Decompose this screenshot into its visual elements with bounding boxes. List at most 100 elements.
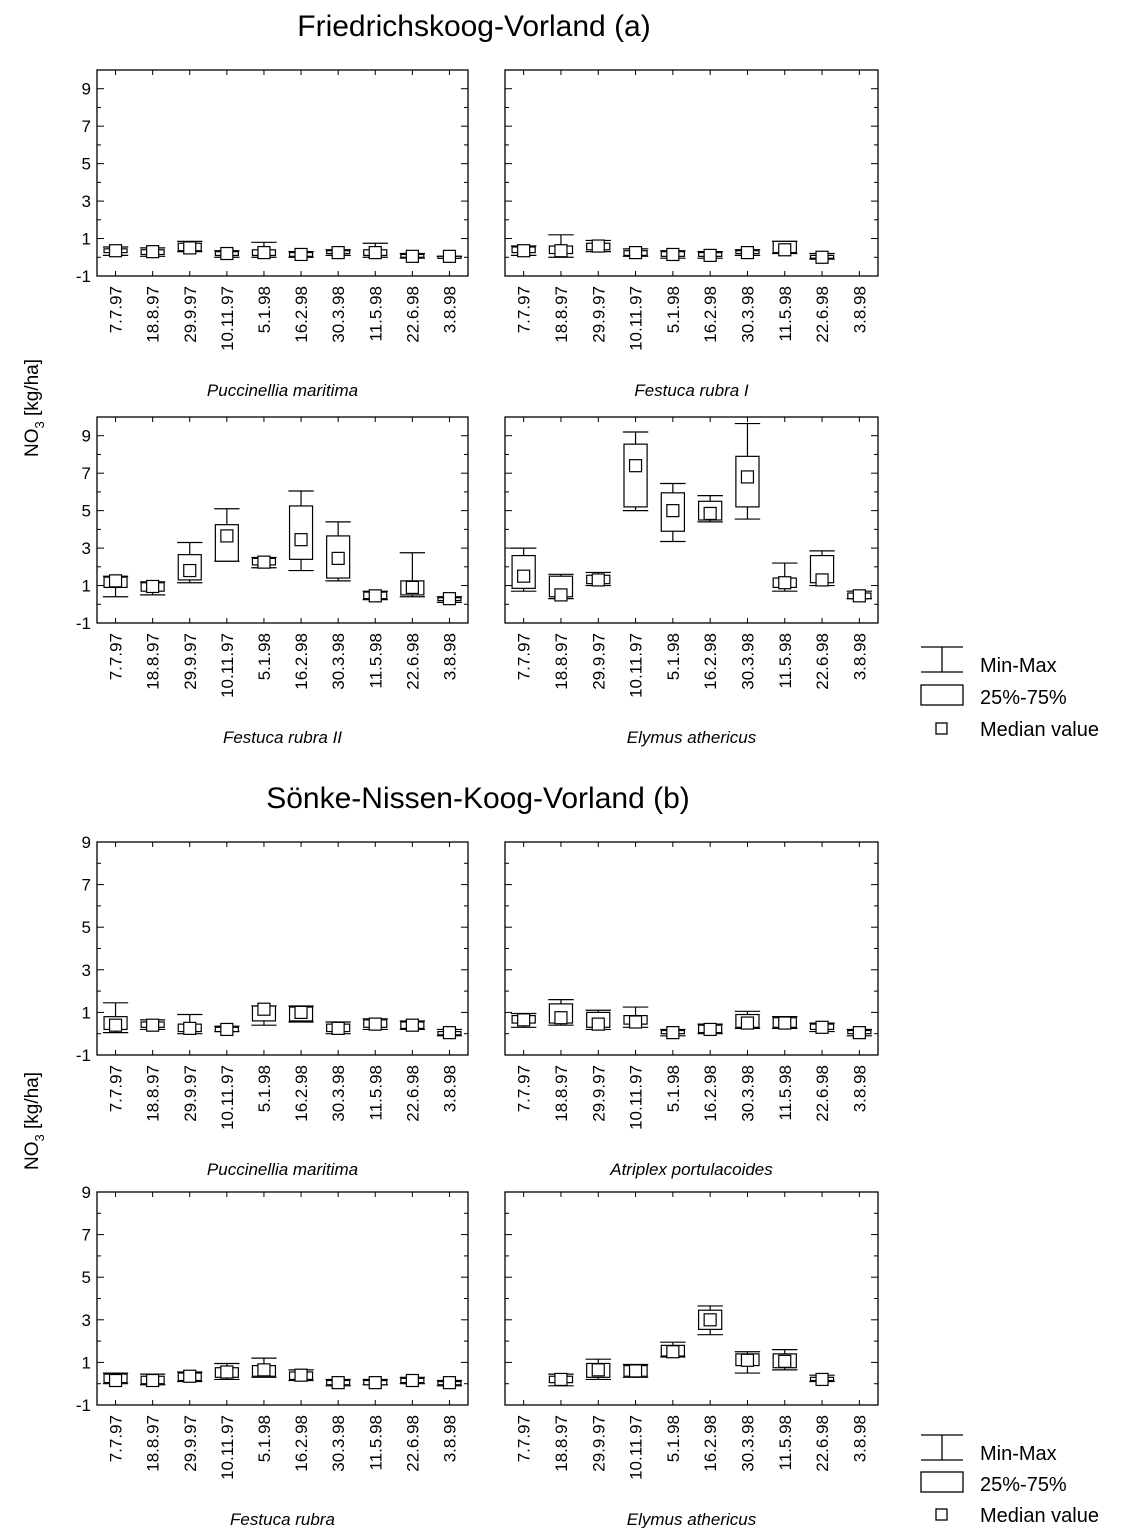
panel-7: -1 1 3 5 7 9 7.7.97 18.8.97 29.9.97 10.11.97 5.1.9…: [76, 1183, 469, 1528]
x-tick-label: 29.9.97: [589, 286, 608, 343]
panel-8: 7.7.97 18.8.97 29.9.97 10.11.97 5.1.98 16.2.9…: [504, 1191, 879, 1528]
x-tick-label: 22.6.98: [403, 1065, 422, 1122]
x-tick-label: 3.8.98: [850, 286, 869, 333]
median-marker: [220, 1365, 234, 1379]
plot-frame: [504, 69, 879, 277]
median-marker: [146, 579, 160, 594]
box-10.11.97: [622, 431, 649, 512]
x-tick-label: 10.11.97: [218, 1065, 237, 1130]
box-16.2.98: [288, 1368, 314, 1382]
x-tick-label: 7.7.97: [515, 633, 534, 680]
median-marker: [405, 580, 419, 595]
x-tick-label: 30.3.98: [738, 633, 757, 690]
box-30.3.98: [734, 1351, 761, 1374]
box-29.9.97: [177, 541, 203, 584]
x-tick-label: 3.8.98: [440, 286, 459, 333]
species-label: Elymus athericus: [627, 728, 757, 747]
median-marker: [852, 589, 866, 603]
legend-a: Min-Max 25%-75% Median value: [920, 646, 1099, 741]
species-label: Puccinellia maritima: [207, 1160, 358, 1179]
y-tick-label: 1: [82, 230, 91, 249]
x-tick-label: 5.1.98: [255, 1415, 274, 1462]
x-tick-label: 5.1.98: [664, 1065, 683, 1112]
median-marker: [442, 592, 457, 606]
x-tick-label: 16.2.98: [701, 1065, 720, 1122]
median-marker: [666, 504, 680, 518]
median-marker: [666, 1026, 680, 1040]
iqr-box: [288, 505, 314, 560]
median-marker: [554, 588, 568, 602]
x-tick-label: 16.2.98: [292, 1065, 311, 1122]
box-18.8.97: [548, 1372, 574, 1387]
x-tick-label: 7.7.97: [107, 286, 126, 333]
median-marker: [591, 1017, 605, 1031]
panel-5: -1 1 3 5 7 9 7.7.97 18.8.97 29.9.97 10.11.97 5.1.9…: [76, 833, 469, 1179]
median-marker: [220, 1022, 234, 1037]
y-tick-label: 7: [82, 1226, 91, 1245]
x-tick-label: 7.7.97: [107, 1065, 126, 1112]
median-marker: [331, 1376, 345, 1390]
x-tick-label: 16.2.98: [292, 633, 311, 690]
y-tick-label: -1: [76, 614, 91, 633]
box-3.8.98: [436, 1026, 463, 1040]
y-tick-label: -1: [76, 267, 91, 286]
box-5.1.98: [251, 1357, 277, 1378]
x-tick-label: 30.3.98: [738, 1065, 757, 1122]
box-7.7.97: [102, 1002, 129, 1034]
species-label: Festuca rubra I: [634, 381, 749, 400]
box-16.2.98: [697, 1022, 723, 1037]
box-18.8.97: [548, 234, 574, 258]
median-marker: [294, 1368, 308, 1382]
panels: -1 1 3 5 7 9 7.7.97 18.8.97 29.9.97 10.11.97 5.1.9…: [76, 69, 879, 1528]
median-marker: [815, 1020, 829, 1034]
x-tick-label: 22.6.98: [403, 1415, 422, 1472]
median-marker: [740, 1353, 755, 1367]
legend-box-label: 25%-75%: [980, 687, 1067, 709]
plot-frame: [96, 69, 469, 277]
legend-median-label: Median value: [980, 1505, 1099, 1527]
title-site-b: Sönke-Nissen-Koog-Vorland (b): [266, 782, 690, 815]
y-tick-label: 7: [82, 464, 91, 483]
box-18.8.97: [548, 573, 574, 602]
x-tick-label: 11.5.98: [776, 1415, 795, 1470]
x-tick-label: 5.1.98: [255, 1065, 274, 1112]
x-tick-label: 29.9.97: [589, 1415, 608, 1472]
y-tick-label: -1: [76, 1046, 91, 1065]
box-16.2.98: [288, 247, 314, 262]
legend-box-label: 25%-75%: [980, 1474, 1067, 1496]
box-18.8.97: [139, 245, 166, 259]
x-tick-label: 22.6.98: [403, 286, 422, 343]
median-marker: [405, 249, 419, 263]
box-11.5.98: [772, 562, 798, 592]
y-tick-label: 9: [82, 427, 91, 446]
x-tick-label: 18.8.97: [552, 633, 571, 690]
plot-frame: [504, 416, 879, 624]
box-29.9.97: [585, 571, 611, 587]
legend-box-icon: [920, 684, 964, 706]
x-tick-label: 10.11.97: [627, 1415, 646, 1480]
median-marker: [405, 1373, 419, 1388]
box-7.7.97: [510, 244, 537, 258]
legend-box-icon: [920, 1471, 964, 1493]
median-marker: [220, 529, 234, 543]
median-marker: [554, 244, 568, 258]
box-22.6.98: [399, 552, 426, 598]
x-tick-label: 11.5.98: [776, 633, 795, 688]
median-marker: [368, 589, 382, 603]
panel-3: -1 1 3 5 7 9 7.7.97 18.8.97 29.9.97 10.11.97 5.1.9…: [76, 416, 469, 747]
box-22.6.98: [399, 1018, 426, 1032]
median-marker: [815, 250, 829, 264]
box-30.3.98: [734, 245, 761, 260]
median-marker: [108, 244, 123, 258]
y-tick-label: 3: [82, 539, 91, 558]
box-29.9.97: [177, 1369, 203, 1383]
x-tick-label: 30.3.98: [329, 1415, 348, 1472]
box-7.7.97: [102, 574, 129, 598]
x-tick-label: 5.1.98: [664, 1415, 683, 1462]
box-22.6.98: [399, 249, 426, 263]
x-tick-label: 5.1.98: [255, 633, 274, 680]
y-tick-label: 5: [82, 155, 91, 174]
median-marker: [517, 569, 531, 583]
box-3.8.98: [436, 249, 463, 263]
panel-1: -1 1 3 5 7 9 7.7.97 18.8.97 29.9.97 10.11.97 5.1.9…: [76, 69, 469, 400]
